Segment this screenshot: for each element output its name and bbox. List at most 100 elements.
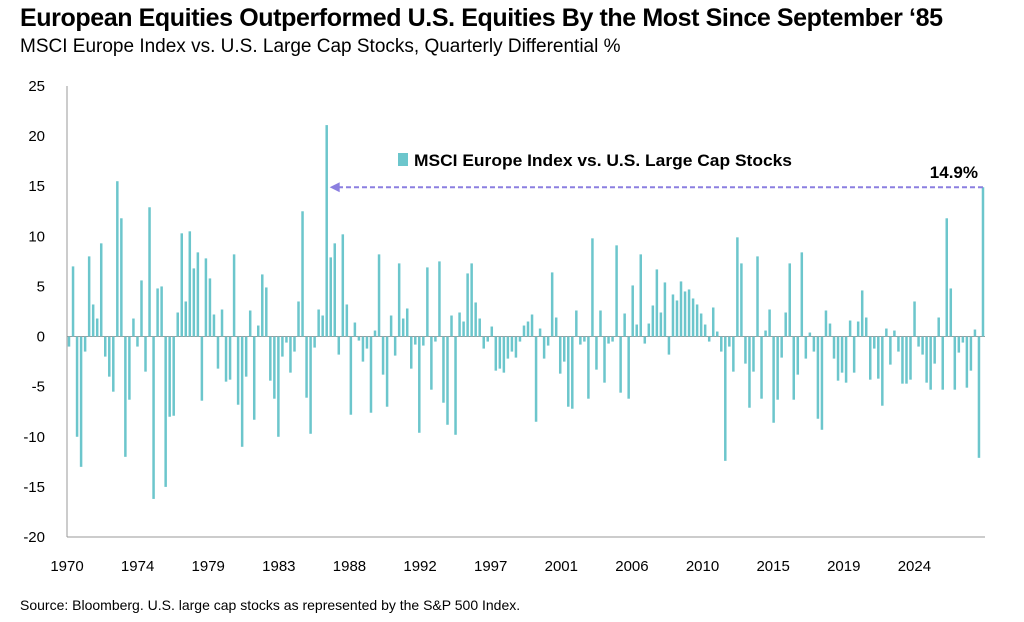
bar: [446, 336, 449, 425]
bar: [349, 336, 353, 415]
bar: [289, 336, 292, 373]
bar: [301, 211, 304, 337]
bar: [756, 256, 759, 337]
bar: [937, 317, 940, 337]
bar: [281, 336, 284, 357]
bar: [820, 336, 824, 430]
bar: [470, 263, 473, 337]
bar: [385, 336, 389, 407]
bar: [840, 336, 844, 373]
bar: [490, 326, 494, 337]
bar: [828, 323, 832, 337]
bar: [659, 312, 663, 337]
bar: [651, 305, 655, 337]
bar: [79, 336, 83, 467]
bar: [558, 336, 562, 374]
bar: [599, 310, 602, 337]
bar: [410, 336, 413, 369]
bar: [265, 287, 268, 337]
bar: [75, 336, 79, 437]
bar: [824, 310, 828, 337]
bar: [526, 321, 530, 337]
bar: [369, 336, 373, 413]
bar: [969, 336, 973, 371]
bar: [482, 336, 485, 349]
y-tick-label: 25: [28, 78, 45, 95]
bar: [132, 318, 135, 337]
bar: [293, 336, 296, 352]
bar: [156, 288, 159, 337]
bar: [277, 336, 280, 437]
bar: [401, 318, 405, 337]
bar: [502, 336, 506, 373]
bar: [518, 336, 522, 342]
bar: [716, 331, 719, 337]
bar: [112, 336, 115, 392]
bar: [885, 328, 888, 337]
bar: [587, 336, 590, 399]
bar: [732, 336, 735, 372]
bar: [405, 308, 409, 337]
bar: [901, 336, 904, 384]
bar: [728, 336, 731, 347]
bar: [575, 310, 578, 337]
bar: [836, 336, 840, 381]
x-tick-label: 2015: [756, 558, 789, 575]
x-tick-label: 1974: [121, 558, 154, 575]
bar: [261, 274, 264, 337]
bar: [776, 336, 779, 400]
bar: [269, 336, 272, 381]
bar: [619, 336, 622, 393]
bar: [643, 336, 647, 344]
x-tick-label: 1979: [192, 558, 225, 575]
bar: [196, 252, 200, 337]
bar: [466, 273, 469, 337]
bar: [929, 336, 932, 390]
bar: [381, 336, 385, 375]
bar: [124, 336, 127, 457]
bar: [248, 310, 252, 337]
bar: [216, 336, 220, 369]
bar: [317, 309, 320, 337]
bar: [740, 263, 743, 337]
bar: [361, 336, 365, 362]
bar: [538, 328, 542, 337]
bar: [864, 317, 868, 337]
y-axis-tick-labels: 25 20 15 10 5 0 -5 -10 -15 -20: [23, 78, 45, 546]
bar: [522, 325, 526, 337]
bar: [744, 336, 747, 364]
bar: [389, 315, 393, 337]
bar: [136, 336, 139, 347]
bar: [635, 324, 638, 337]
bar: [893, 330, 896, 337]
bar: [333, 243, 336, 337]
bar: [120, 218, 123, 337]
bar: [83, 336, 87, 352]
bar: [860, 290, 864, 337]
bar: [458, 312, 461, 337]
y-tick-label: -5: [32, 379, 45, 396]
chart-title: European Equities Outperformed U.S. Equi…: [20, 4, 943, 32]
bar: [164, 336, 167, 487]
bar: [220, 309, 224, 337]
legend-swatch: [398, 153, 408, 166]
bar: [603, 336, 606, 383]
bar: [554, 317, 558, 337]
x-axis-tick-labels: 1970 1974 1979 1983 1988 1992 1997 2001 2006 2010…: [50, 558, 931, 575]
bar: [921, 336, 924, 355]
bar: [579, 336, 582, 345]
bar: [977, 336, 981, 458]
bar: [748, 336, 751, 408]
bar: [699, 313, 703, 337]
legend-label: MSCI Europe Index vs. U.S. Large Cap Sto…: [414, 151, 792, 170]
y-tick-label: 20: [28, 128, 45, 145]
bar: [236, 336, 240, 405]
bar: [224, 336, 228, 382]
bar: [812, 336, 816, 352]
bar: [687, 289, 691, 337]
bar: [494, 336, 498, 371]
bar: [691, 298, 695, 337]
bar: [647, 323, 651, 337]
bar: [683, 291, 687, 337]
bar: [474, 302, 477, 337]
